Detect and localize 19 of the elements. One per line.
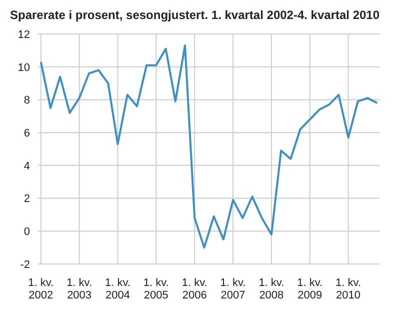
x-tick-label: 1. kv. 2009 [297,276,323,302]
y-tick-label: 8 [24,94,30,107]
line-series [40,44,378,249]
x-tick-label: 1. kv. 2003 [66,276,92,302]
y-tick-label: 6 [24,127,30,140]
x-tick-label: 1. kv. 2005 [143,276,169,302]
y-tick-label: 10 [18,62,30,74]
y-tick-label: 12 [18,28,30,41]
x-tick-label: 1. kv. 2004 [104,276,130,302]
y-tick-label: -2 [20,258,30,271]
x-tick-label: 1. kv. 2010 [336,276,362,302]
x-tick-label: 1. kv. 2002 [28,276,54,302]
y-tick-label: 2 [24,193,30,206]
x-tick-label: 1. kv. 2007 [220,276,246,302]
x-tick-label: 1. kv. 2008 [258,276,284,302]
x-tick-label: 1. kv. 2006 [182,276,208,302]
y-tick-label: 0 [24,226,30,238]
chart-title: Sparerate i prosent, sesongjustert. 1. kvartal 2002-4. kvartal 2010 [10,8,381,22]
y-tick-label: 4 [24,160,30,172]
